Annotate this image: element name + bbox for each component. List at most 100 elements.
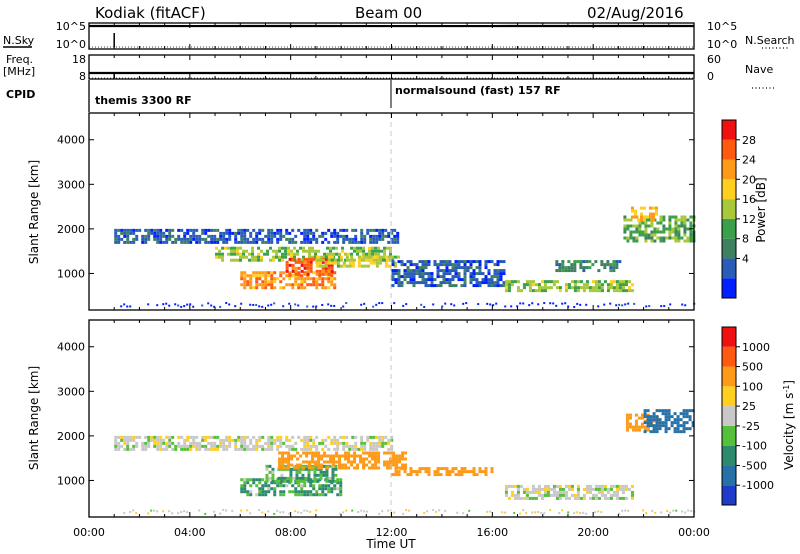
data-cell xyxy=(576,289,580,293)
data-cell xyxy=(378,255,382,259)
data-cell xyxy=(275,255,279,259)
data-cell xyxy=(588,289,592,293)
data-cell xyxy=(233,258,237,262)
data-cell xyxy=(626,239,630,243)
colorbar-tick-label: -100 xyxy=(742,440,767,453)
data-cell xyxy=(395,457,399,461)
data-cell xyxy=(369,261,373,265)
data-cell xyxy=(324,266,328,270)
data-cell xyxy=(663,304,666,307)
data-cell xyxy=(282,490,286,494)
data-cell xyxy=(454,284,458,288)
data-cell xyxy=(255,444,259,448)
data-cell xyxy=(645,305,648,308)
data-cell xyxy=(159,435,163,439)
data-cell xyxy=(475,272,479,276)
data-cell xyxy=(290,255,294,259)
data-cell xyxy=(378,435,382,439)
data-cell xyxy=(576,484,580,488)
data-cell xyxy=(331,479,335,483)
data-cell xyxy=(236,258,240,262)
colorbar-tick-label: -500 xyxy=(742,459,767,472)
data-cell xyxy=(660,511,663,514)
data-cell xyxy=(403,272,407,276)
cpid-panel: CPID themis 3300 RF normalsound (fast) 1… xyxy=(6,80,695,112)
data-cell xyxy=(582,487,586,491)
data-cell xyxy=(242,255,246,259)
data-cell xyxy=(174,240,178,244)
data-cell xyxy=(290,457,294,461)
data-cell xyxy=(317,463,321,467)
data-cell xyxy=(294,260,298,264)
data-cell xyxy=(240,234,244,238)
data-cell xyxy=(282,493,286,497)
data-cell xyxy=(297,484,301,488)
data-cell xyxy=(255,493,259,497)
data-cell xyxy=(674,239,678,243)
data-cell xyxy=(421,266,425,270)
data-cell xyxy=(267,441,271,445)
data-cell xyxy=(265,467,269,471)
data-cell xyxy=(315,258,319,262)
data-cell xyxy=(633,212,637,216)
data-cell xyxy=(564,302,567,305)
data-cell xyxy=(519,496,523,500)
data-cell xyxy=(306,509,309,512)
data-cell xyxy=(531,280,535,284)
data-cell xyxy=(633,302,636,305)
data-cell xyxy=(331,467,335,471)
data-cell xyxy=(168,234,172,238)
data-cell xyxy=(317,460,321,464)
data-cell xyxy=(323,454,327,458)
data-cell xyxy=(306,490,310,494)
data-cell xyxy=(265,473,269,477)
data-cell xyxy=(552,490,556,494)
data-cell xyxy=(643,412,647,416)
data-cell xyxy=(381,444,385,448)
data-cell xyxy=(316,479,320,483)
data-cell xyxy=(243,484,247,488)
data-cell xyxy=(254,258,258,262)
data-cell xyxy=(484,260,488,264)
data-cell xyxy=(371,466,375,470)
data-cell xyxy=(537,490,541,494)
data-cell xyxy=(630,215,634,219)
data-cell xyxy=(366,231,370,235)
data-cell xyxy=(171,228,175,232)
data-cell xyxy=(237,447,241,451)
data-cell xyxy=(356,463,360,467)
data-cell xyxy=(591,263,595,267)
data-cell xyxy=(363,510,366,513)
data-cell xyxy=(186,447,190,451)
data-cell xyxy=(273,438,277,442)
data-cell xyxy=(168,228,172,232)
data-cell xyxy=(567,269,571,273)
data-cell xyxy=(324,277,328,281)
data-cell xyxy=(333,231,337,235)
data-cell xyxy=(360,509,363,512)
data-cell xyxy=(451,266,455,270)
data-cell xyxy=(639,218,643,222)
data-cell xyxy=(436,272,440,276)
data-cell xyxy=(210,441,214,445)
data-cell xyxy=(615,266,619,270)
data-cell xyxy=(624,283,628,287)
data-cell xyxy=(685,412,689,416)
data-cell xyxy=(219,231,223,235)
data-cell xyxy=(609,496,613,500)
data-cell xyxy=(406,269,410,273)
data-cell xyxy=(144,435,148,439)
data-cell xyxy=(309,263,313,267)
data-cell xyxy=(606,260,610,264)
data-cell xyxy=(306,435,310,439)
data-cell xyxy=(213,447,217,451)
data-cell xyxy=(430,275,434,279)
data-cell xyxy=(239,255,243,259)
data-cell xyxy=(180,305,183,308)
data-cell xyxy=(321,438,325,442)
data-cell xyxy=(671,227,675,231)
data-cell xyxy=(393,237,397,241)
data-cell xyxy=(338,457,342,461)
colorbar-swatch xyxy=(722,238,736,259)
data-cell xyxy=(391,278,395,282)
